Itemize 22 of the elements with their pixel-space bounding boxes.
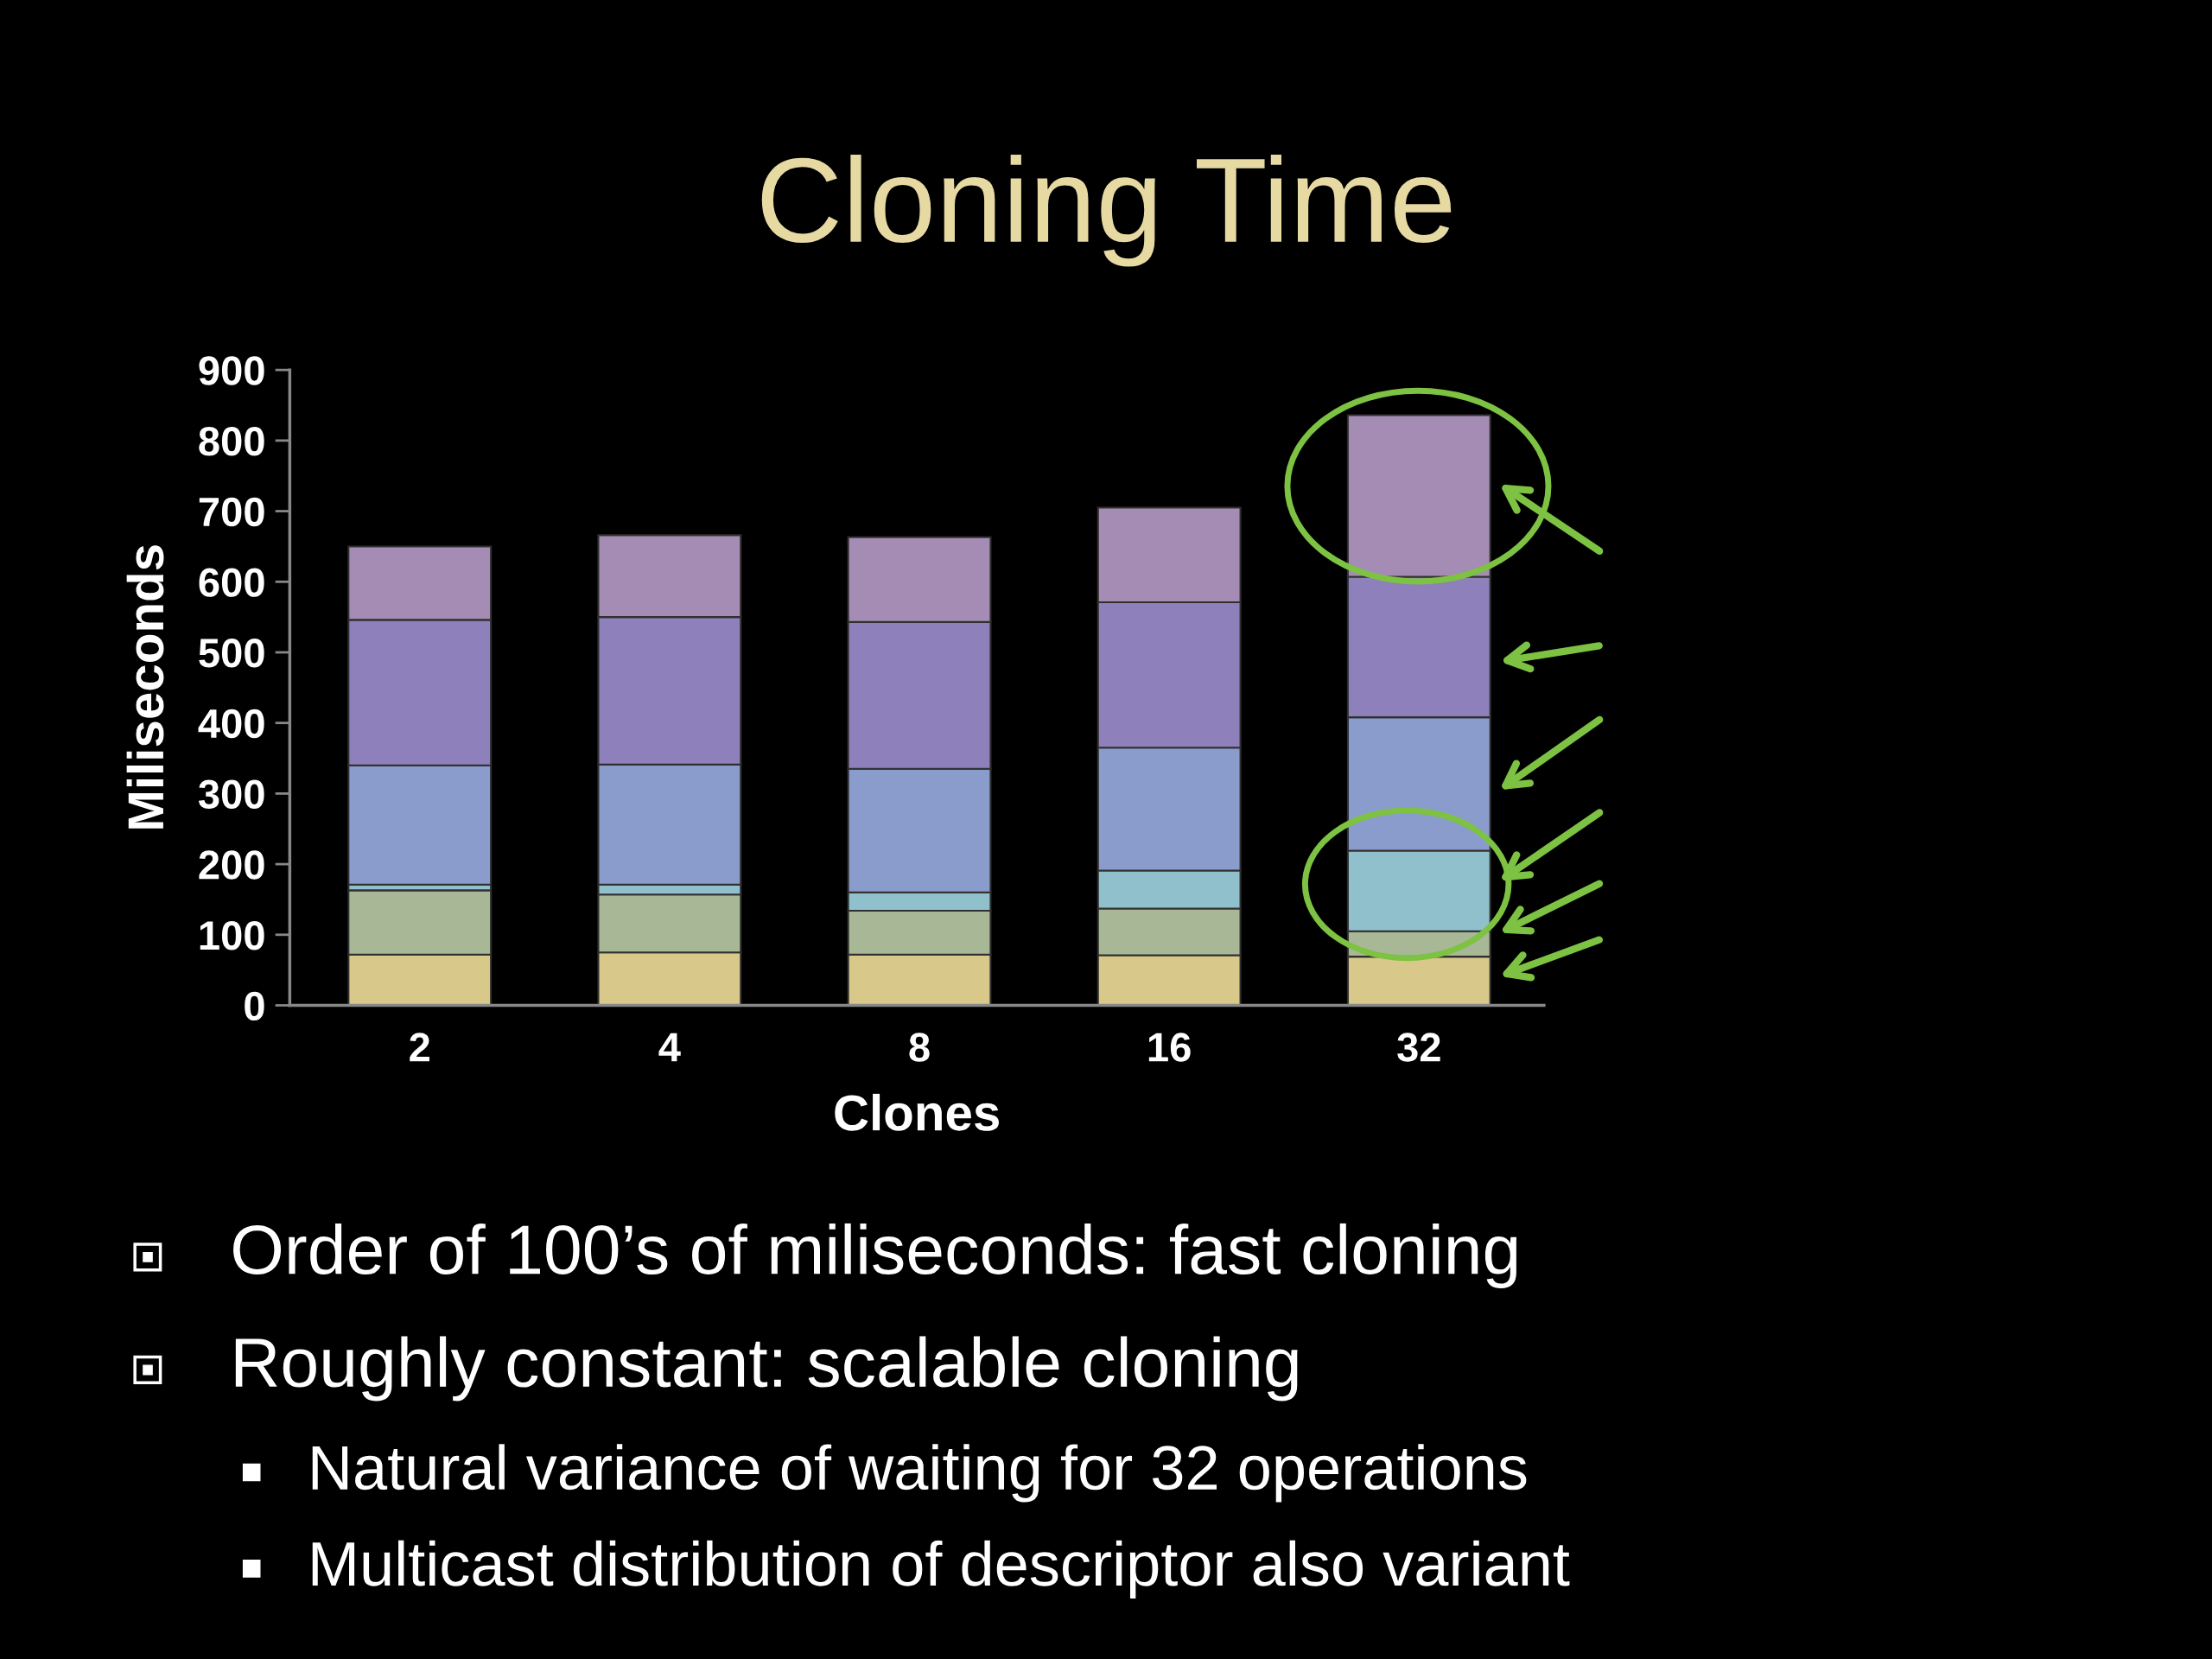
x-tick-label: 16 [1148,1033,1191,1062]
y-tick-label: 700 [199,497,264,527]
text: Order of 100’s of miliseconds: fast cloning [233,1223,1517,1288]
text: Roughly constant: scalable cloning [235,1336,1298,1402]
y-tick-label: 0 [245,991,264,1021]
y-tick-label: 900 [199,356,264,385]
y-tick-label: 500 [199,639,264,668]
x-tick-label: 8 [909,1033,930,1062]
x-tick-label: 4 [658,1033,681,1062]
y-tick-label: 400 [198,709,264,739]
text: Multicast distribution of descriptor also variant [312,1540,1570,1599]
x-tick-label: 2 [410,1033,429,1062]
text: Natural variance of waiting for 32 operations [312,1444,1527,1503]
y-tick-label: 100 [200,920,264,950]
y-tick-label: 300 [198,779,264,810]
y-tick-label: 600 [199,568,264,597]
y-tick-label: 200 [199,850,264,880]
chart-title: Cloning Time [761,155,1452,267]
x-tick-label: 32 [1397,1033,1440,1062]
y-tick-label: 800 [199,427,264,456]
x-axis-title: Clones [835,1093,999,1131]
y-axis-title: Miliseconds [126,545,164,829]
